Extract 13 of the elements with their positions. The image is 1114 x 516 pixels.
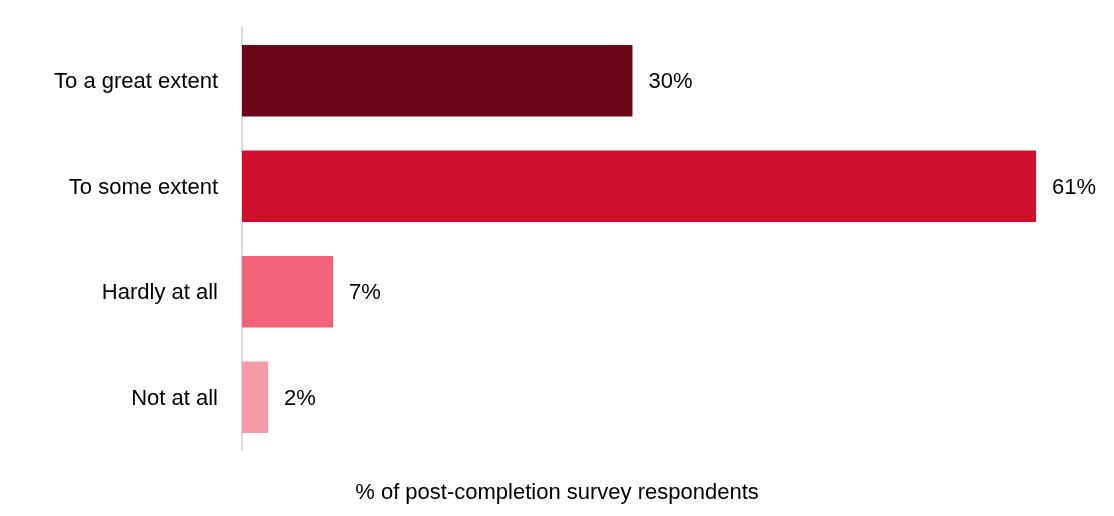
data-label: 61% (1052, 173, 1097, 199)
y-tick-label: Hardly at all (101, 279, 218, 305)
y-tick-label: Not at all (131, 384, 218, 410)
x-axis-title: % of post-completion survey respondents (355, 478, 759, 504)
bar (242, 361, 269, 434)
y-tick-label: To a great extent (54, 68, 218, 94)
data-label: 2% (284, 384, 316, 410)
data-label: 7% (349, 279, 381, 305)
y-tick-label: To some extent (68, 173, 218, 199)
data-label: 30% (648, 68, 693, 94)
bar (242, 150, 1036, 223)
bar (242, 44, 633, 117)
bar (242, 255, 334, 328)
